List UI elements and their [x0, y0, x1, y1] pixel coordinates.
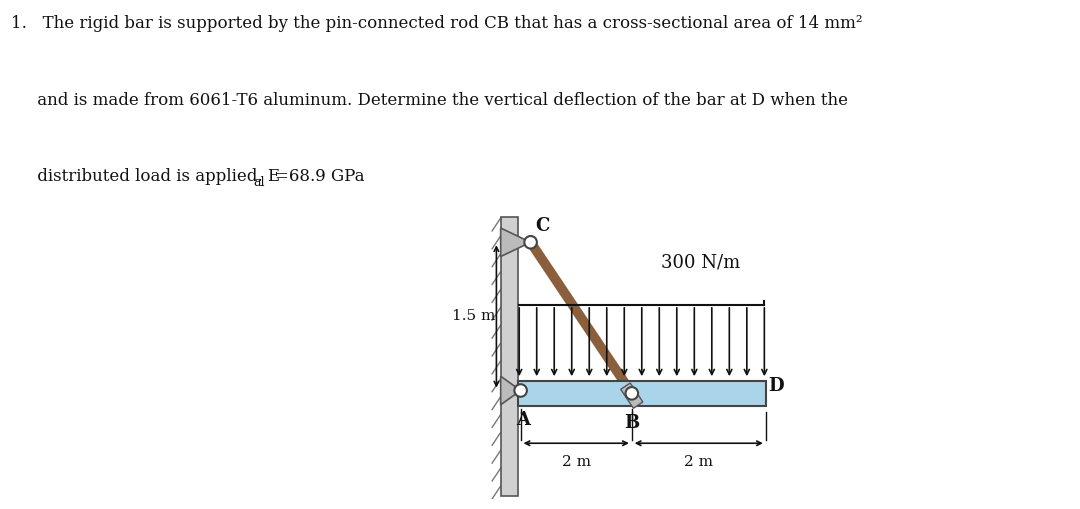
Text: al: al [254, 176, 266, 189]
Text: D: D [769, 377, 784, 394]
Bar [621, 383, 643, 408]
Text: 2 m: 2 m [562, 455, 591, 469]
Polygon shape [501, 376, 521, 405]
Bar [501, 217, 517, 496]
Circle shape [524, 236, 537, 248]
Text: 300 N/m: 300 N/m [661, 254, 740, 272]
Circle shape [625, 387, 638, 400]
Text: 1.5 m: 1.5 m [451, 309, 495, 323]
Text: C: C [535, 217, 550, 235]
Text: distributed load is applied. E: distributed load is applied. E [11, 168, 280, 185]
Circle shape [514, 384, 527, 397]
Polygon shape [501, 228, 530, 257]
Text: 2 m: 2 m [685, 455, 713, 469]
Text: and is made from 6061-T6 aluminum. Determine the vertical deflection of the bar : and is made from 6061-T6 aluminum. Deter… [11, 92, 848, 108]
Text: A: A [516, 411, 530, 429]
Text: 1.   The rigid bar is supported by the pin-connected rod CB that has a cross-sec: 1. The rigid bar is supported by the pin… [11, 15, 862, 32]
Bar [517, 381, 766, 406]
Text: B: B [624, 413, 639, 432]
Text: =68.9 GPa: =68.9 GPa [275, 168, 365, 185]
